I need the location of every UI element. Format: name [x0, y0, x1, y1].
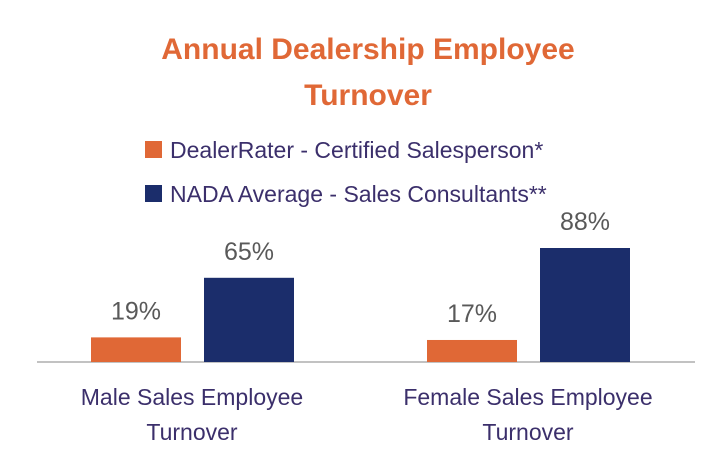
category-label-male-line-2: Turnover [146, 419, 238, 445]
legend-swatch-dealerrater [145, 141, 162, 158]
value-label-female-dealerrater: 17% [447, 300, 497, 328]
category-label-female-line-1: Female Sales Employee [403, 384, 652, 410]
value-label-male-dealerrater: 19% [111, 297, 161, 325]
category-label-male-line-1: Male Sales Employee [81, 384, 303, 410]
bar-male-dealerrater [91, 337, 181, 362]
value-label-male-nada: 65% [224, 238, 274, 266]
bars-group [91, 248, 630, 362]
legend-label-dealerrater: DealerRater - Certified Salesperson* [170, 137, 543, 163]
legend-label-nada: NADA Average - Sales Consultants** [170, 181, 547, 207]
bar-female-nada [540, 248, 630, 362]
bar-female-dealerrater [427, 339, 517, 362]
value-labels-group: 19% 17% 65% 88% [111, 208, 610, 328]
chart-title-line-2: Turnover [304, 79, 432, 112]
bar-male-nada [204, 277, 294, 362]
legend-swatch-nada [145, 185, 162, 202]
chart-title-line-1: Annual Dealership Employee [161, 33, 574, 66]
value-label-female-nada: 88% [560, 208, 610, 236]
category-label-female-line-2: Turnover [482, 419, 574, 445]
